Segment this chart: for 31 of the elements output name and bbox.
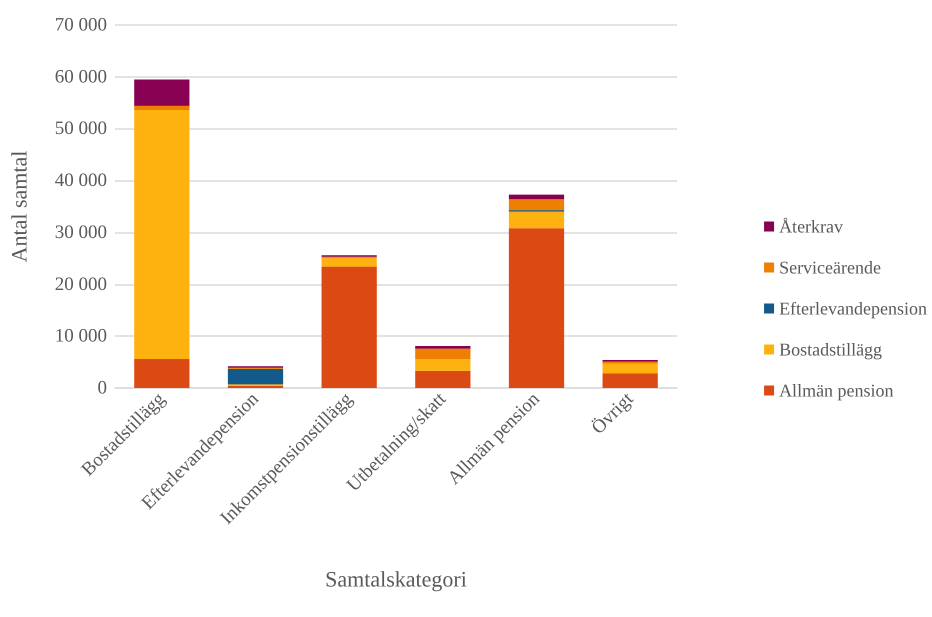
- y-tick-label: 30 000: [54, 222, 107, 243]
- legend-label: Efterlevandepension: [779, 298, 927, 318]
- bar: [508, 228, 564, 388]
- bar: [415, 346, 470, 349]
- bar: [322, 258, 377, 267]
- bar: [508, 199, 564, 210]
- bar: [415, 370, 470, 388]
- y-axis-title: Antal samtal: [6, 150, 32, 262]
- bar: [322, 266, 377, 388]
- bar: [508, 194, 564, 200]
- bar: [134, 106, 190, 110]
- y-tick-label: 50 000: [54, 118, 107, 140]
- bar: [602, 373, 658, 388]
- bar: [134, 110, 190, 359]
- bar: [602, 364, 658, 374]
- legend-label: Bostadstillägg: [779, 340, 882, 360]
- bar: [134, 79, 190, 106]
- x-axis-title: Samtalskategori: [325, 566, 467, 592]
- bar: [134, 358, 190, 388]
- bar: [415, 348, 470, 359]
- y-tick-label: 10 000: [54, 326, 107, 347]
- y-tick-label: 70 000: [54, 14, 107, 36]
- legend-label: Serviceärende: [779, 258, 882, 278]
- bar: [508, 212, 564, 228]
- legend-label: Återkrav: [779, 216, 844, 236]
- bar: [415, 358, 470, 371]
- y-tick-label: 60 000: [54, 66, 107, 88]
- y-tick-label: 40 000: [54, 170, 107, 192]
- bar: [228, 368, 284, 384]
- y-tick-label: 20 000: [54, 274, 107, 295]
- y-tick-label: 0: [98, 378, 107, 398]
